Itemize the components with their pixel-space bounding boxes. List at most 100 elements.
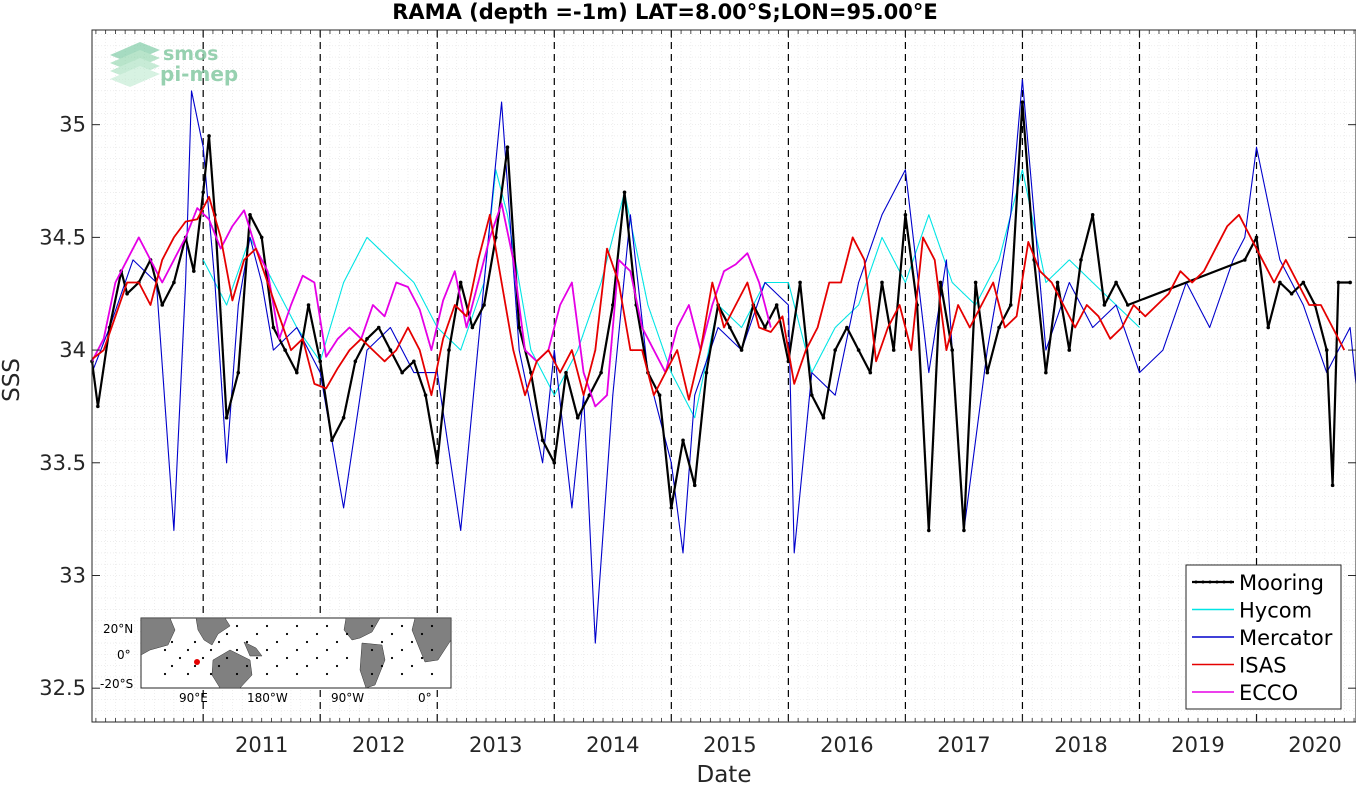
y-tick-label: 32.5	[39, 676, 86, 700]
legend-label-hycom: Hycom	[1239, 599, 1312, 623]
inset-map-buoy	[265, 648, 269, 652]
legend-swatch-marker	[1215, 580, 1219, 584]
inset-map-buoy	[235, 672, 239, 676]
series-point-mooring	[1125, 303, 1130, 307]
inset-map-buoy	[235, 624, 239, 628]
series-point-mooring	[564, 370, 568, 375]
x-tick-label: 2019	[1171, 733, 1224, 757]
series-point-mooring	[622, 190, 627, 195]
inset-map-buoy	[345, 656, 349, 660]
legend-label-isas: ISAS	[1239, 654, 1287, 678]
series-point-mooring	[517, 325, 521, 330]
inset-map-buoy	[370, 672, 374, 676]
x-tick-label: 2014	[586, 733, 639, 757]
inset-map-buoy	[430, 648, 434, 652]
series-line-ecco	[91, 202, 772, 408]
inset-map-buoy	[400, 672, 404, 676]
inset-map-buoy	[390, 656, 394, 660]
y-tick-label: 34.5	[39, 225, 86, 249]
series-point-mooring	[505, 145, 510, 150]
inset-map-buoy	[255, 656, 259, 660]
series-point-mooring	[1324, 348, 1329, 352]
plot-frame	[91, 29, 1356, 723]
y-axis-title: SSS	[0, 358, 25, 402]
inset-map-buoy	[400, 624, 404, 628]
inset-map-buoy	[275, 640, 279, 644]
inset-map-buoy	[186, 672, 190, 676]
inset-map-buoys	[163, 624, 434, 676]
x-tick-label: 2020	[1288, 733, 1341, 757]
series-point-mooring	[728, 325, 732, 330]
series-point-mooring	[365, 337, 369, 341]
axis-ticks: 32.5 33 33.5 34 34.5 35 2011 2012 2013 2014 2015 20…	[39, 30, 1356, 757]
series-point-mooring	[1055, 280, 1060, 285]
series-point-mooring	[774, 303, 779, 307]
inset-map-buoy	[163, 672, 167, 676]
inset-map-buoy	[295, 624, 299, 628]
series-point-mooring	[540, 438, 545, 443]
series-point-mooring	[950, 348, 955, 352]
series-point-mooring	[891, 348, 896, 352]
series-point-mooring	[172, 280, 176, 285]
inset-map-buoy	[209, 648, 213, 652]
series-point-mooring	[704, 370, 709, 375]
series-point-mooring	[1330, 483, 1335, 488]
inset-map-buoy	[265, 624, 269, 628]
series-point-mooring	[903, 213, 908, 217]
y-tick-label: 33.5	[39, 451, 86, 475]
y-tick-label: 34	[59, 338, 86, 362]
series-point-mooring	[1278, 280, 1282, 285]
series-point-mooring	[1079, 258, 1083, 262]
inset-map-buoy	[225, 632, 229, 636]
inset-lat-label-20n: 20°N	[103, 622, 133, 636]
legend-swatch-marker	[1194, 580, 1198, 584]
x-tick-label: 2015	[703, 733, 756, 757]
series-point-mooring	[353, 359, 358, 364]
series-point-mooring	[271, 325, 276, 330]
inset-lat-label-20s: -20°S	[100, 677, 133, 691]
series-point-mooring	[1008, 303, 1013, 307]
series-point-mooring	[611, 303, 615, 307]
inset-map-buoy	[186, 648, 190, 652]
x-tick-label: 2016	[820, 733, 873, 757]
series-point-mooring	[458, 280, 463, 285]
series-point-mooring	[1090, 213, 1095, 217]
legend-label-mercator: Mercator	[1239, 626, 1333, 650]
x-tick-label: 2018	[1054, 733, 1107, 757]
inset-map-buoy	[410, 640, 414, 644]
inset-map-buoy	[295, 648, 299, 652]
inset-map-buoy	[209, 672, 213, 676]
series-point-mooring	[1044, 370, 1048, 375]
series-point-mooring	[997, 325, 1001, 330]
inset-map-station-marker	[194, 659, 200, 665]
inset-map-buoy	[345, 632, 349, 636]
series-point-mooring	[236, 370, 241, 375]
series-point-mooring	[259, 235, 264, 240]
inset-map-buoy	[390, 632, 394, 636]
grid	[92, 30, 1356, 723]
series-point-mooring	[1266, 325, 1271, 330]
inset-lon-label-90e: 90°E	[179, 691, 208, 705]
series-point-mooring	[927, 528, 931, 533]
legend-label-mooring: Mooring	[1239, 571, 1324, 595]
series-point-mooring	[341, 415, 346, 420]
logo-icon	[110, 42, 160, 87]
inset-map: 20°N 0° -20°S 90°E 180°W 90°W 0°	[100, 617, 452, 705]
inset-map-buoy	[225, 656, 229, 660]
y-tick-label: 33	[59, 563, 86, 587]
series-point-mooring	[763, 325, 767, 330]
inset-map-buoy	[370, 624, 374, 628]
series-point-mooring	[1301, 280, 1306, 285]
inset-map-buoy	[170, 664, 174, 668]
legend: Mooring Hycom Mercator ISAS ECCO	[1185, 564, 1342, 710]
inset-map-buoy	[380, 640, 384, 644]
series-point-mooring	[470, 325, 475, 330]
inset-map-buoy	[325, 648, 329, 652]
series-point-mooring	[224, 415, 229, 420]
inset-map-buoy	[315, 656, 319, 660]
series-point-mooring	[868, 370, 873, 375]
series-line-isas	[91, 195, 1346, 401]
inset-map-buoy	[170, 640, 174, 644]
x-tick-label: 2011	[235, 733, 288, 757]
